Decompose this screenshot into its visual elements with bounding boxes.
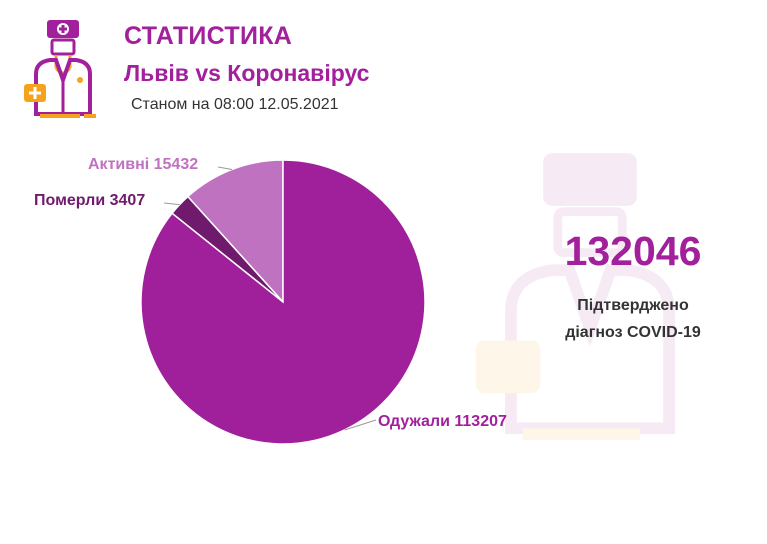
total-label-line1: Підтверджено <box>577 297 689 314</box>
pie-slice-2 <box>186 159 284 304</box>
leader-line-2 <box>217 166 233 170</box>
leader-line-1 <box>163 202 180 206</box>
doctor-watermark-icon <box>475 153 675 440</box>
doctor-logo-icon <box>24 20 96 118</box>
leader-line-0 <box>344 419 377 431</box>
pie-slice-0 <box>140 159 426 445</box>
page-subtitle: Львів vs Коронавірус <box>124 60 370 86</box>
page-title: СТАТИСТИКА <box>124 22 293 50</box>
slice-label-0: Одужали 113207 <box>378 413 507 430</box>
total-label-line2: діагноз COVID-19 <box>565 324 701 341</box>
total-cases-label: Підтверджено діагноз COVID-19 <box>548 292 718 346</box>
slice-label-1: Померли 3407 <box>34 192 145 209</box>
slice-label-2: Активні 15432 <box>88 156 198 173</box>
total-cases-value: 132046 <box>564 228 702 274</box>
date-line: Станом на 08:00 12.05.2021 <box>131 96 339 113</box>
